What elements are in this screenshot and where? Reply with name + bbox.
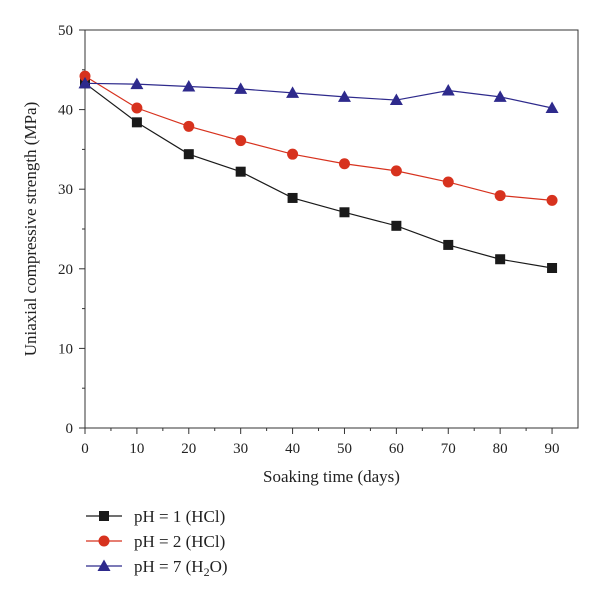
series-line: [84, 82, 553, 109]
x-tick-label: 40: [285, 441, 300, 457]
x-tick-label: 70: [441, 441, 456, 457]
data-point-square: [183, 149, 194, 160]
x-tick-label: 80: [493, 441, 508, 457]
y-tick-label: 50: [58, 23, 73, 39]
legend: pH = 1 (HCl) pH = 2 (HCl) pH = 7 (H2O): [86, 507, 228, 579]
data-point-square: [391, 220, 402, 231]
data-point-square: [547, 263, 558, 274]
data-point-circle: [390, 165, 402, 177]
series-line: [84, 75, 553, 201]
data-point-square: [235, 166, 246, 177]
data-point-triangle: [130, 77, 144, 90]
data-point-triangle: [545, 101, 559, 114]
y-tick-label: 20: [58, 262, 73, 278]
plot-border: [84, 29, 579, 429]
series-1: [80, 78, 558, 274]
series-3: [78, 76, 559, 114]
x-tick-label: 90: [545, 441, 560, 457]
x-tick-label: 10: [129, 441, 144, 457]
data-point-triangle: [493, 90, 507, 102]
data-point-circle: [131, 102, 143, 114]
legend-marker-circle: [98, 535, 110, 547]
y-axis-title: Uniaxial compressive strength (MPa): [21, 102, 40, 356]
data-point-circle: [79, 70, 91, 82]
data-point-triangle: [441, 83, 455, 96]
legend-label: pH = 7 (H2O): [134, 557, 228, 579]
y-tick-label: 0: [66, 421, 74, 437]
data-point-circle: [183, 120, 195, 132]
series-layer: [78, 70, 559, 274]
y-tick-label: 10: [58, 341, 73, 357]
x-tick-label: 60: [389, 441, 404, 457]
data-point-square: [131, 117, 142, 128]
x-tick-label: 0: [81, 441, 89, 457]
data-point-triangle: [286, 86, 300, 98]
data-point-circle: [546, 194, 558, 206]
data-point-circle: [235, 135, 247, 147]
data-point-square: [495, 254, 506, 265]
x-axis-ticks: 0 10 20 30 40 50 60 70 80 90: [81, 428, 560, 457]
data-point-circle: [494, 190, 506, 202]
data-point-triangle: [234, 82, 248, 94]
legend-marker-triangle: [97, 559, 111, 571]
legend-label-tail: O): [210, 557, 228, 576]
legend-entry: pH = 2 (HCl): [86, 532, 225, 551]
y-tick-label: 30: [58, 182, 73, 198]
legend-label-main: pH = 1 (HCl): [134, 507, 225, 526]
data-point-triangle: [337, 90, 351, 102]
legend-label: pH = 1 (HCl): [134, 507, 225, 526]
data-point-triangle: [389, 93, 403, 106]
data-point-triangle: [78, 76, 92, 89]
y-tick-label: 40: [58, 103, 73, 119]
data-point-square: [443, 239, 454, 250]
data-point-circle: [442, 176, 454, 188]
legend-label: pH = 2 (HCl): [134, 532, 225, 551]
x-tick-label: 50: [337, 441, 352, 457]
series-line: [84, 82, 553, 269]
series-2: [79, 70, 558, 206]
legend-marker-square: [99, 511, 109, 521]
x-tick-label: 20: [181, 441, 196, 457]
legend-label-main: pH = 2 (HCl): [134, 532, 225, 551]
plot-frame: [84, 29, 579, 429]
data-point-square: [287, 192, 298, 203]
data-point-circle: [338, 158, 350, 170]
legend-entry: pH = 7 (H2O): [86, 557, 228, 579]
data-point-square: [339, 207, 350, 218]
x-axis-title: Soaking time (days): [263, 467, 400, 486]
y-axis-ticks: 0 10 20 30 40 50: [58, 23, 85, 437]
x-tick-label: 30: [233, 441, 248, 457]
legend-entry: pH = 1 (HCl): [86, 507, 225, 526]
legend-label-subscript: 2: [204, 565, 210, 579]
legend-label-main: pH = 7 (H: [134, 557, 204, 576]
data-point-triangle: [182, 80, 196, 92]
data-point-circle: [287, 148, 299, 160]
